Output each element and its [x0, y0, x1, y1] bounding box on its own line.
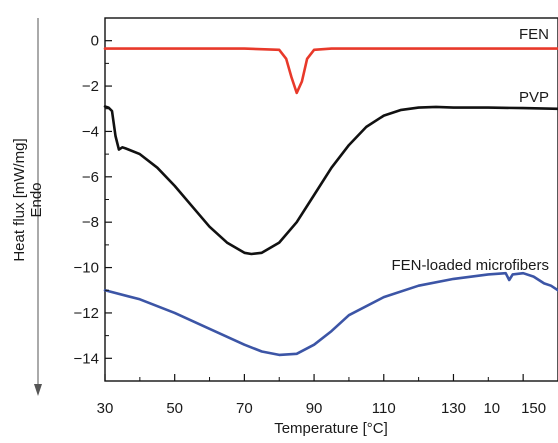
series-layer: [103, 47, 558, 357]
endo-arrow-head: [34, 384, 42, 396]
y-tick-label: −4: [82, 123, 99, 140]
series-line-fen: [103, 47, 558, 95]
series-line-fen-loaded-microfibers: [103, 271, 558, 357]
x-tick-label: 50: [166, 400, 183, 417]
plot-frame-group: [104, 17, 558, 382]
x-tick-label: 130: [441, 400, 466, 417]
y-axis-label: Heat flux [mW/mg]: [11, 138, 28, 261]
x-tick-label: 70: [236, 400, 253, 417]
x-tick-label: 90: [306, 400, 323, 417]
y-tick-label: −6: [82, 169, 99, 186]
y-tick-label: −2: [82, 78, 99, 95]
x-tick-label: 110: [372, 400, 396, 417]
x-tick-label: 10: [483, 400, 500, 417]
y-tick-label: −10: [74, 260, 99, 277]
series-label-pvp: PVP: [519, 89, 549, 106]
plot-frame: [104, 17, 558, 382]
series-line-pvp: [103, 105, 558, 256]
y-axis-label-endo: Endo: [28, 182, 45, 217]
y-tick-label: 0: [91, 33, 99, 50]
y-tick-label: −12: [74, 305, 99, 322]
x-tick-label: 30: [97, 400, 114, 417]
x-axis-label: Temperature [°C]: [274, 420, 388, 437]
x-tick-label: 150: [521, 400, 546, 417]
y-tick-label: −14: [74, 350, 99, 367]
y-tick-label: −8: [82, 214, 99, 231]
series-label-fen: FEN: [519, 26, 549, 43]
endo-arrow-group: [34, 18, 42, 396]
series-label-fen-loaded-microfibers: FEN-loaded microfibers: [391, 257, 549, 274]
tick-layer: 0 −2 −4 −6 −8 −10 −12 −14 30 50 70 90 110 130 10 150: [74, 17, 546, 417]
